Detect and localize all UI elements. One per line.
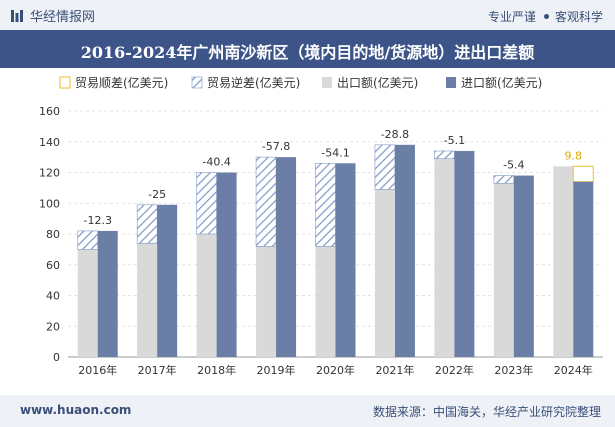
- x-axis: 2016年 2017年 2018年 2019年 2020年 2021年 2022年 2023年…: [78, 363, 593, 377]
- export-bar: [434, 158, 455, 357]
- export-bar: [493, 183, 514, 357]
- slogan-tag-2: 客观科学: [554, 10, 603, 24]
- x-tick-label: 2016年: [78, 363, 117, 377]
- legend: 贸易顺差(亿美元) 贸易逆差(亿美元) 出口额(亿美元) 进口额(亿美元): [59, 75, 542, 90]
- legend-label: 出口额(亿美元): [337, 75, 418, 90]
- y-tick-label: 140: [39, 136, 60, 149]
- y-tick-label: 120: [39, 167, 60, 180]
- brand-name: 华经情报网: [30, 10, 96, 25]
- legend-swatch: [446, 77, 456, 88]
- legend-swatch: [191, 76, 203, 89]
- x-tick-label: 2019年: [257, 363, 296, 377]
- import-bar: [157, 204, 178, 357]
- import-bar: [513, 175, 534, 357]
- chart-title: 2016-2024年广州南沙新区（境内目的地/货源地）进出口差额: [80, 43, 535, 62]
- x-tick-label: 2023年: [494, 363, 533, 377]
- x-tick-label: 2020年: [316, 363, 355, 377]
- import-bar: [335, 163, 356, 357]
- data-label: -25: [148, 188, 166, 201]
- import-bar: [454, 150, 475, 357]
- y-tick-label: 40: [46, 290, 60, 303]
- deficit-bar: [136, 204, 158, 244]
- export-bar: [137, 243, 158, 357]
- slogan: 专业严谨 客观科学: [488, 8, 603, 25]
- chart: 贸易顺差(亿美元) 贸易逆差(亿美元) 出口额(亿美元) 进口额(亿美元) 0 20 40…: [39, 75, 603, 377]
- y-tick-label: 100: [39, 197, 60, 210]
- deficit-bar: [434, 150, 455, 159]
- y-tick-label: 60: [46, 259, 60, 272]
- import-bar: [276, 157, 297, 357]
- deficit-bar: [196, 172, 217, 235]
- data-label: -12.3: [83, 214, 111, 227]
- data-label: -40.4: [202, 156, 230, 169]
- data-label: -54.1: [321, 146, 349, 159]
- x-tick-label: 2022年: [435, 363, 474, 377]
- deficit-bar: [493, 175, 515, 184]
- bullet-icon: [543, 14, 549, 19]
- surplus-bar: [572, 165, 594, 183]
- export-bar: [196, 234, 217, 357]
- x-tick-label: 2017年: [138, 363, 177, 377]
- data-label: -5.1: [444, 134, 465, 147]
- bars: [77, 144, 594, 357]
- deficit-bar: [255, 156, 277, 247]
- footer-url: www.huaon.com: [20, 403, 132, 417]
- deficit-bar: [77, 230, 99, 250]
- data-source: 数据来源：中国海关，华经产业研究院整理: [372, 405, 601, 419]
- export-bar: [77, 249, 98, 357]
- export-bar: [256, 246, 277, 357]
- x-tick-label: 2021年: [375, 363, 414, 377]
- y-tick-label: 80: [46, 228, 60, 241]
- top-bar: 华经情报网 专业严谨 客观科学: [0, 0, 615, 30]
- data-label: -57.8: [262, 140, 290, 153]
- y-tick-label: 0: [53, 351, 60, 364]
- data-label: -28.8: [381, 128, 409, 141]
- legend-swatch: [59, 76, 71, 89]
- footer: www.huaon.com 数据来源：中国海关，华经产业研究院整理: [0, 395, 615, 427]
- deficit-bar: [374, 144, 396, 190]
- legend-label: 进口额(亿美元): [461, 75, 542, 90]
- import-bar: [216, 172, 237, 357]
- export-bar: [553, 166, 574, 357]
- brand-logo-icon: [11, 9, 23, 22]
- title-bar: 2016-2024年广州南沙新区（境内目的地/货源地）进出口差额: [0, 30, 615, 68]
- data-label: 9.8: [565, 149, 583, 162]
- import-bar: [573, 181, 594, 357]
- export-bar: [374, 189, 395, 357]
- legend-label: 贸易顺差(亿美元): [75, 75, 168, 90]
- export-bar: [315, 246, 336, 357]
- data-labels: -12.3 -25 -40.4 -57.8 -54.1 -28.8 -5.1 -5.4 9.8: [83, 128, 582, 227]
- import-bar: [394, 144, 415, 357]
- x-tick-label: 2018年: [197, 363, 236, 377]
- y-tick-label: 160: [39, 105, 60, 118]
- y-tick-label: 20: [46, 320, 60, 333]
- slogan-tag-1: 专业严谨: [487, 10, 536, 24]
- x-tick-label: 2024年: [554, 363, 593, 377]
- data-label: -5.4: [503, 159, 524, 172]
- legend-label: 贸易逆差(亿美元): [207, 75, 300, 90]
- legend-swatch: [322, 77, 332, 88]
- import-bar: [97, 230, 118, 357]
- brand: 华经情报网: [10, 6, 95, 25]
- deficit-bar: [315, 162, 336, 247]
